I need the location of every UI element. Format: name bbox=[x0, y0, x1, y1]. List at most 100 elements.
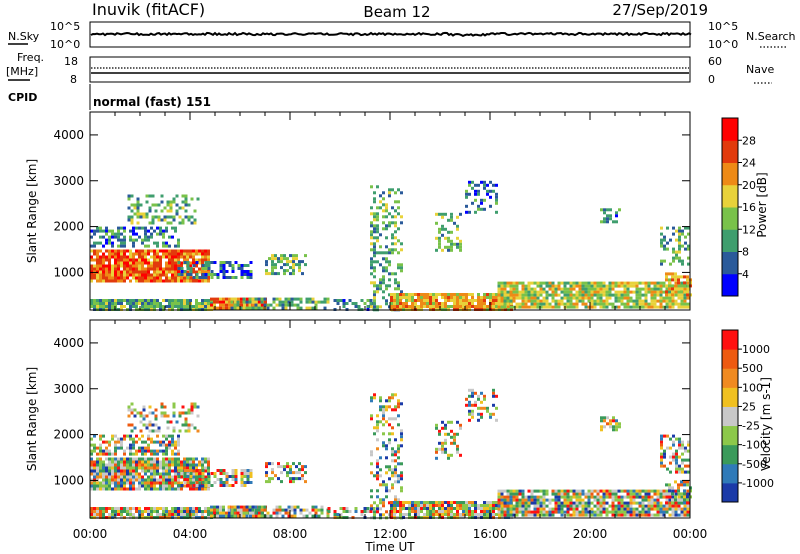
echo-cell bbox=[441, 507, 444, 510]
echo-cell bbox=[471, 394, 474, 398]
echo-cell bbox=[366, 507, 370, 510]
echo-cell bbox=[174, 299, 177, 302]
echo-cell bbox=[156, 457, 159, 461]
echo-cell bbox=[453, 242, 456, 246]
echo-cell bbox=[465, 204, 468, 208]
echo-cell bbox=[382, 504, 385, 508]
echo-cell bbox=[659, 489, 663, 493]
echo-cell bbox=[195, 475, 198, 479]
echo-cell bbox=[659, 510, 663, 514]
echo-cell bbox=[456, 420, 459, 424]
x-tick-label: 20:00 bbox=[573, 527, 608, 541]
echo-cell bbox=[623, 504, 627, 508]
echo-cell bbox=[681, 452, 684, 456]
echo-cell bbox=[557, 498, 561, 502]
echo-cell bbox=[382, 411, 385, 415]
echo-cell bbox=[195, 457, 198, 461]
echo-cell bbox=[117, 261, 120, 265]
echo-cell bbox=[180, 463, 183, 467]
echo-cell bbox=[120, 484, 123, 488]
echo-cell bbox=[195, 249, 198, 253]
echo-cell bbox=[141, 446, 144, 450]
echo-cell bbox=[671, 296, 675, 300]
echo-cell bbox=[399, 510, 402, 513]
echo-cell bbox=[405, 507, 408, 510]
echo-cell bbox=[204, 469, 207, 473]
echo-cell bbox=[675, 256, 678, 260]
echo-cell bbox=[308, 306, 312, 310]
echo-cell bbox=[171, 487, 174, 491]
echo-cell bbox=[450, 504, 453, 507]
echo-cell bbox=[219, 270, 223, 273]
echo-cell bbox=[275, 303, 279, 307]
echo-cell bbox=[408, 507, 411, 510]
echo-cell bbox=[382, 444, 385, 448]
echo-cell bbox=[195, 279, 198, 283]
echo-cell bbox=[177, 264, 180, 268]
echo-cell bbox=[132, 261, 135, 265]
echo-cell bbox=[382, 513, 385, 517]
echo-cell bbox=[644, 284, 648, 288]
echo-cell bbox=[429, 293, 432, 296]
echo-cell bbox=[111, 452, 114, 456]
echo-cell bbox=[659, 504, 663, 508]
echo-cell bbox=[93, 264, 96, 268]
echo-cell bbox=[237, 508, 240, 512]
echo-cell bbox=[680, 483, 683, 487]
echo-cell bbox=[147, 475, 150, 479]
echo-cell bbox=[385, 447, 388, 451]
echo-cell bbox=[635, 302, 639, 306]
echo-cell bbox=[311, 508, 315, 512]
echo-cell bbox=[612, 416, 615, 420]
echo-cell bbox=[120, 487, 123, 491]
echo-cell bbox=[370, 236, 373, 240]
echo-cell bbox=[495, 183, 498, 187]
echo-cell bbox=[153, 249, 156, 253]
echo-cell bbox=[246, 273, 250, 276]
echo-cell bbox=[420, 510, 423, 513]
echo-cell bbox=[388, 260, 391, 264]
echo-cell bbox=[506, 489, 510, 493]
echo-cell bbox=[96, 299, 99, 302]
echo-cell bbox=[468, 403, 471, 407]
echo-cell bbox=[216, 508, 219, 512]
echo-cell bbox=[153, 255, 156, 259]
echo-cell bbox=[503, 302, 507, 306]
echo-cell bbox=[99, 258, 102, 262]
echo-cell bbox=[468, 210, 471, 214]
echo-cell bbox=[674, 489, 678, 493]
echo-cell bbox=[129, 460, 132, 464]
echo-cell bbox=[385, 266, 388, 270]
beam-title: Beam 12 bbox=[363, 3, 430, 21]
echo-cell bbox=[369, 510, 373, 513]
echo-cell bbox=[99, 276, 102, 280]
echo-cell bbox=[138, 437, 141, 441]
echo-cell bbox=[468, 504, 471, 507]
noise-right-top: 10^5 bbox=[708, 20, 738, 33]
echo-cell bbox=[602, 287, 606, 291]
echo-cell bbox=[680, 501, 684, 505]
echo-cell bbox=[90, 466, 93, 470]
echo-cell bbox=[668, 504, 672, 508]
echo-cell bbox=[611, 501, 615, 505]
echo-cell bbox=[382, 498, 385, 502]
echo-cell bbox=[614, 299, 618, 303]
echo-cell bbox=[296, 297, 300, 301]
echo-cell bbox=[492, 299, 495, 302]
echo-cell bbox=[219, 511, 222, 515]
echo-cell bbox=[174, 510, 177, 513]
echo-cell bbox=[483, 302, 486, 305]
echo-cell bbox=[459, 423, 462, 427]
colorbar-tick-label: 12 bbox=[742, 223, 756, 236]
echo-cell bbox=[219, 264, 223, 267]
echo-cell bbox=[659, 299, 663, 303]
echo-cell bbox=[93, 273, 96, 277]
echo-cell bbox=[193, 209, 197, 213]
echo-cell bbox=[426, 299, 429, 302]
echo-cell bbox=[171, 235, 174, 239]
echo-cell bbox=[548, 293, 552, 297]
echo-cell bbox=[207, 472, 210, 476]
echo-cell bbox=[376, 305, 379, 309]
echo-cell bbox=[99, 229, 102, 233]
echo-cell bbox=[385, 215, 388, 219]
